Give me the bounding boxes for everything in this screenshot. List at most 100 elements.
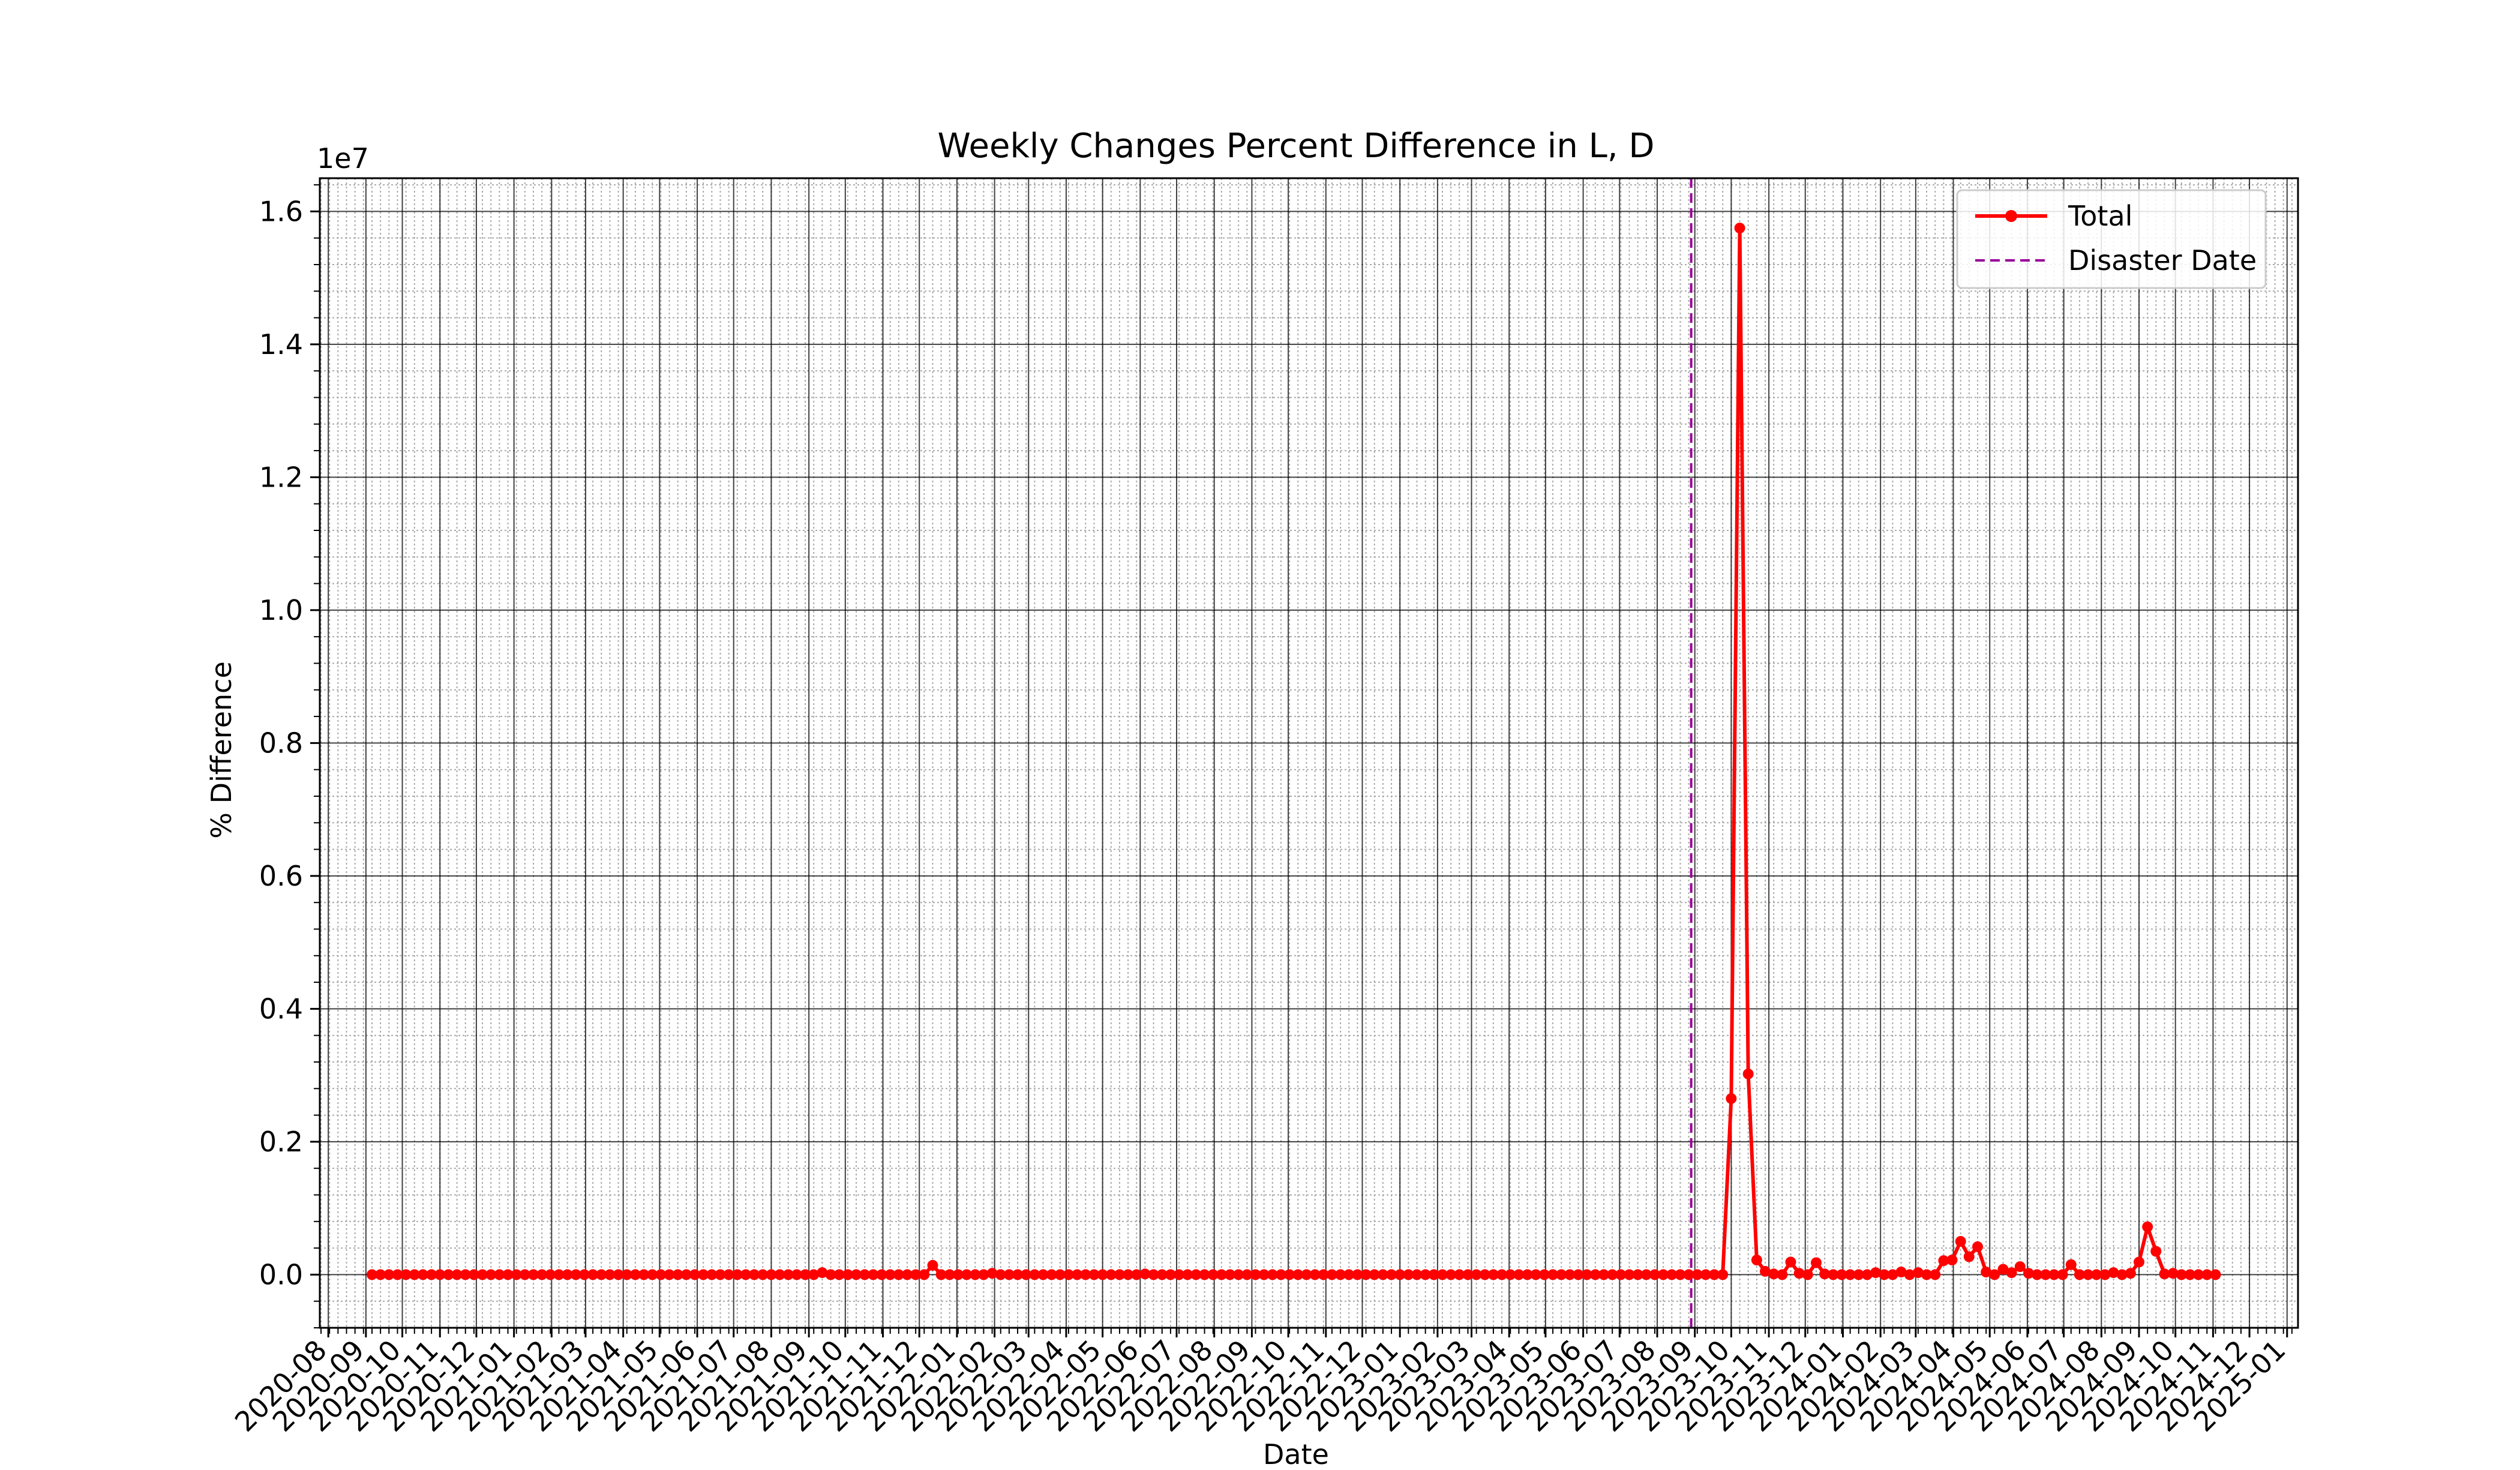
data-point	[1105, 1269, 1117, 1280]
data-point	[1742, 1068, 1754, 1079]
data-point	[1709, 1269, 1720, 1280]
data-point	[511, 1269, 522, 1280]
data-point	[808, 1269, 820, 1280]
data-point	[1080, 1269, 1091, 1280]
data-point	[629, 1269, 641, 1280]
data-point	[528, 1269, 539, 1280]
data-point	[536, 1269, 548, 1280]
data-point	[2167, 1268, 2179, 1279]
data-point	[1131, 1269, 1142, 1280]
data-point	[1819, 1268, 1831, 1280]
data-point	[664, 1269, 675, 1280]
data-point	[443, 1269, 454, 1280]
data-point	[1785, 1256, 1796, 1268]
data-point	[1768, 1268, 1780, 1280]
data-point	[1581, 1269, 1592, 1280]
data-point	[1811, 1257, 1822, 1268]
data-point	[1989, 1269, 2000, 1280]
data-point	[1496, 1269, 1508, 1280]
data-point	[1114, 1269, 1125, 1280]
data-point	[1054, 1269, 1066, 1280]
data-point	[477, 1269, 488, 1280]
data-point	[1174, 1269, 1185, 1280]
data-point	[978, 1269, 989, 1280]
data-point	[1624, 1269, 1635, 1280]
data-point	[1675, 1269, 1686, 1280]
data-point	[2142, 1221, 2153, 1232]
y-tick-label: 1.6	[259, 195, 303, 227]
data-point	[2159, 1268, 2170, 1280]
data-point	[1012, 1269, 1024, 1280]
data-point	[1386, 1269, 1397, 1280]
data-point	[927, 1259, 938, 1271]
data-point	[2108, 1267, 2119, 1279]
data-point	[1003, 1269, 1015, 1280]
data-point	[2023, 1268, 2034, 1279]
data-point	[2057, 1269, 2068, 1280]
data-point	[1930, 1269, 1941, 1280]
data-point	[817, 1267, 828, 1279]
data-point	[1309, 1269, 1321, 1280]
data-point	[1921, 1269, 1933, 1280]
data-point	[1904, 1269, 1915, 1280]
data-point	[1760, 1265, 1771, 1277]
data-point	[2040, 1269, 2051, 1280]
data-point	[1853, 1269, 1864, 1280]
data-point	[782, 1269, 794, 1280]
data-point	[1828, 1269, 1839, 1280]
data-point	[952, 1269, 964, 1280]
data-point	[1420, 1269, 1431, 1280]
data-point	[1564, 1269, 1576, 1280]
data-point	[2083, 1269, 2094, 1280]
data-point	[1700, 1269, 1711, 1280]
data-point	[1573, 1269, 1584, 1280]
data-point	[1598, 1269, 1609, 1280]
data-point	[570, 1269, 581, 1280]
data-point	[460, 1269, 471, 1280]
data-point	[1717, 1269, 1729, 1280]
data-point	[621, 1269, 632, 1280]
data-point	[1352, 1269, 1363, 1280]
data-point	[698, 1269, 709, 1280]
data-point	[1360, 1269, 1372, 1280]
data-point	[935, 1269, 947, 1280]
data-point	[2091, 1269, 2102, 1280]
data-point	[1607, 1269, 1618, 1280]
data-point	[1615, 1269, 1627, 1280]
data-point	[1726, 1093, 1737, 1104]
data-point	[1411, 1269, 1423, 1280]
y-tick-label: 0.2	[259, 1126, 303, 1158]
data-point	[1938, 1255, 1949, 1267]
data-point	[613, 1269, 624, 1280]
data-point	[902, 1269, 913, 1280]
data-point	[1199, 1269, 1210, 1280]
data-point	[1037, 1269, 1049, 1280]
data-point	[1029, 1269, 1040, 1280]
data-point	[2125, 1268, 2136, 1279]
data-point	[1870, 1267, 1882, 1279]
legend-disaster-label: Disaster Date	[2068, 244, 2257, 277]
legend: Total Disaster Date	[1956, 189, 2267, 289]
data-point	[1666, 1269, 1678, 1280]
data-point	[1335, 1269, 1346, 1280]
data-point	[1462, 1269, 1474, 1280]
data-point	[647, 1269, 658, 1280]
data-point	[1844, 1269, 1856, 1280]
data-point	[2201, 1269, 2213, 1280]
data-point	[375, 1269, 386, 1280]
data-point	[1488, 1269, 1499, 1280]
data-point	[1793, 1268, 1805, 1279]
data-point	[1394, 1269, 1406, 1280]
data-point	[893, 1269, 904, 1280]
data-point	[1538, 1269, 1550, 1280]
y-tick-label: 0.8	[259, 727, 303, 759]
data-point	[1946, 1255, 1958, 1265]
data-point	[604, 1269, 616, 1280]
data-point	[1691, 1269, 1703, 1280]
data-point	[2074, 1269, 2085, 1280]
data-point	[1802, 1269, 1813, 1280]
data-point	[485, 1269, 497, 1280]
data-point	[800, 1269, 811, 1280]
data-point	[1250, 1269, 1261, 1280]
